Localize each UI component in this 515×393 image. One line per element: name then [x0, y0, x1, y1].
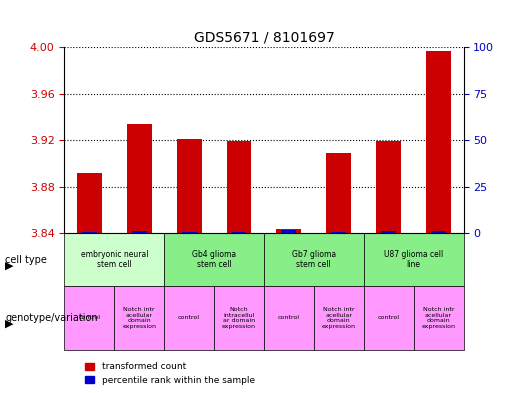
Bar [431, 231, 446, 233]
Bar [381, 231, 396, 233]
Text: control: control [377, 316, 400, 320]
Bar [164, 233, 264, 286]
Text: Gb7 glioma
stem cell: Gb7 glioma stem cell [292, 250, 336, 269]
Text: genotype/variation: genotype/variation [5, 313, 98, 323]
Text: Notch intr
acellular
domain
expression: Notch intr acellular domain expression [322, 307, 356, 329]
Bar [264, 286, 314, 350]
Bar [64, 233, 164, 286]
Bar [426, 51, 451, 233]
Text: ▶: ▶ [5, 261, 14, 270]
Bar [127, 124, 152, 233]
Bar [277, 230, 301, 233]
Bar [132, 231, 147, 233]
Text: control: control [178, 316, 200, 320]
Text: Notch intr
acellular
domain
expression: Notch intr acellular domain expression [122, 307, 156, 329]
Title: GDS5671 / 8101697: GDS5671 / 8101697 [194, 31, 334, 44]
Text: embryonic neural
stem cell: embryonic neural stem cell [80, 250, 148, 269]
Text: ▶: ▶ [5, 319, 14, 329]
Text: Notch
intracellul
ar domain
expression: Notch intracellul ar domain expression [222, 307, 256, 329]
Bar [264, 233, 364, 286]
Bar [77, 173, 102, 233]
Bar [214, 286, 264, 350]
Bar [376, 141, 401, 233]
Bar [182, 232, 197, 233]
Text: Gb4 glioma
stem cell: Gb4 glioma stem cell [192, 250, 236, 269]
Bar [227, 141, 251, 233]
Bar [64, 286, 114, 350]
Bar [114, 286, 164, 350]
Bar [177, 139, 201, 233]
Bar [314, 286, 364, 350]
Text: Notch intr
acellular
domain
expression: Notch intr acellular domain expression [422, 307, 456, 329]
Text: U87 glioma cell
line: U87 glioma cell line [384, 250, 443, 269]
Bar [164, 286, 214, 350]
Bar [364, 233, 464, 286]
Text: control: control [278, 316, 300, 320]
Text: control: control [78, 316, 100, 320]
Bar [281, 230, 296, 233]
Legend: transformed count, percentile rank within the sample: transformed count, percentile rank withi… [82, 359, 259, 389]
Bar [82, 232, 97, 233]
Bar [414, 286, 464, 350]
Bar [327, 153, 351, 233]
Bar [364, 286, 414, 350]
Bar [232, 232, 247, 233]
Text: cell type: cell type [5, 255, 47, 264]
Bar [331, 232, 346, 233]
